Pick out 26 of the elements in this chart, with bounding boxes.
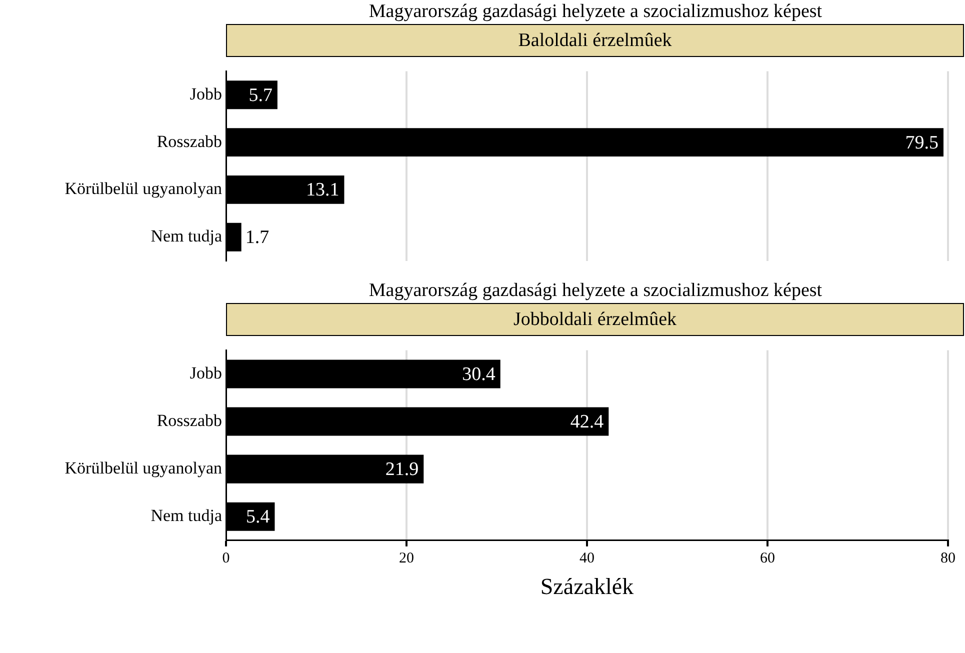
chart-title: Magyarország gazdasági helyzete a szocializmushoz képest	[368, 0, 824, 24]
y-tick-label: Jobb	[190, 84, 222, 104]
data-label: 5.7	[248, 84, 272, 106]
x-tick-label: 60	[760, 550, 775, 566]
y-tick-label: Nem tudja	[150, 506, 222, 526]
data-label: 21.9	[385, 459, 419, 480]
x-axis-title: Százaklék	[540, 574, 634, 600]
x-tick-label: 40	[580, 550, 594, 566]
data-label: 42.4	[570, 412, 604, 433]
chart-title: Magyarország gazdasági helyzete a szocializmushoz képest	[368, 279, 824, 303]
data-label: 79.5	[905, 132, 938, 154]
data-label: 13.1	[306, 180, 340, 201]
y-tick-label: Körülbelül ugyanolyan	[64, 458, 222, 478]
y-tick-label: Körülbelül ugyanolyan	[64, 179, 222, 198]
x-tick-label: 80	[940, 550, 956, 566]
x-tick-label: 0	[222, 550, 230, 566]
y-tick-label: Nem tudja	[150, 226, 222, 246]
y-tick-label: Jobb	[190, 363, 222, 382]
chart-subtitle: Jobboldali érzelmûek	[226, 303, 964, 336]
data-label: 1.7	[245, 227, 270, 248]
chart-subtitle: Baloldali érzelmûek	[226, 24, 964, 57]
y-tick-label: Rosszabb	[156, 410, 222, 430]
x-tick-label: 20	[399, 550, 414, 566]
data-label: 30.4	[462, 364, 496, 385]
data-label: 5.4	[246, 506, 270, 528]
y-tick-label: Rosszabb	[156, 132, 222, 151]
